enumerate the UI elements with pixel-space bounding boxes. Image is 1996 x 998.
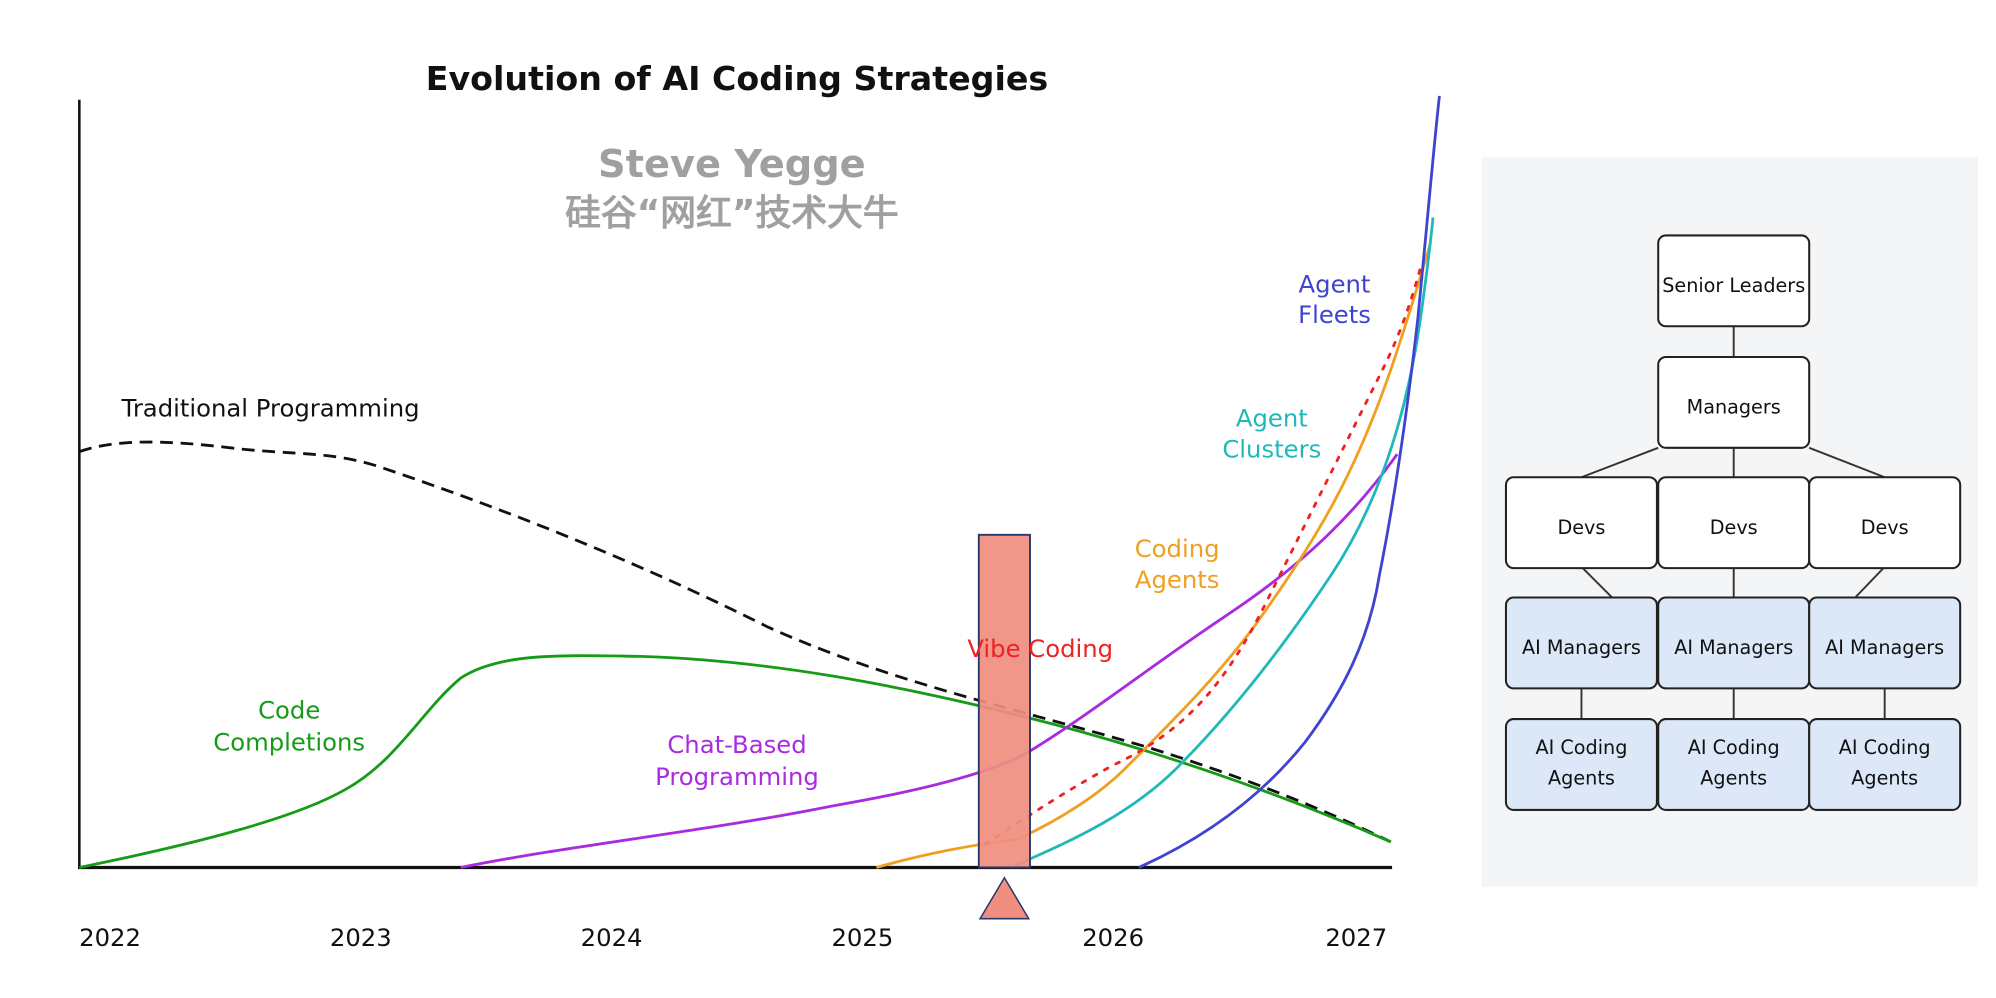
curve-label: Traditional Programming: [121, 393, 420, 422]
org-node: Senior Leaders: [1657, 234, 1811, 328]
node-box: [1808, 476, 1962, 570]
traditional-curve: [78, 440, 1392, 844]
chart-title: Evolution of AI Coding Strategies: [426, 59, 1048, 98]
org-node: AI Coding Agents: [1504, 718, 1658, 811]
node-label: Devs: [1557, 516, 1605, 539]
curve-label: Coding: [1135, 534, 1220, 563]
clusters-curve: [1010, 217, 1435, 869]
node-label: AI Managers: [1522, 636, 1641, 659]
curve-label: Agent: [1299, 269, 1371, 298]
node-label: Managers: [1687, 396, 1781, 419]
completions-curve: [79, 654, 1392, 869]
node-label: Senior Leaders: [1662, 274, 1805, 297]
x-label: 2026: [1082, 923, 1144, 952]
marker: [978, 876, 1031, 920]
curve-label: Agents: [1135, 565, 1220, 594]
curve-label: Code: [258, 695, 320, 724]
node-label: AI Managers: [1674, 636, 1793, 659]
org-node: Devs: [1504, 476, 1658, 570]
node-label: AI Coding: [1688, 736, 1780, 759]
node-box: [1808, 596, 1962, 690]
node-box: [1808, 718, 1962, 811]
curve-label: Chat-Based: [667, 730, 806, 759]
org-node: Managers: [1657, 355, 1811, 449]
vibe-bar: [977, 533, 1031, 869]
node-label: Devs: [1861, 516, 1909, 539]
node-label: AI Managers: [1825, 636, 1944, 659]
org-node: AI Managers: [1657, 596, 1811, 690]
curve-label: Clusters: [1222, 434, 1321, 463]
curve-label: Fleets: [1298, 300, 1371, 329]
curve-label: Programming: [655, 762, 819, 791]
node-label: Agents: [1548, 767, 1615, 790]
org-node: Devs: [1657, 476, 1811, 570]
node-label: AI Coding: [1536, 736, 1628, 759]
watermark: 硅谷“网红”技术大牛: [565, 193, 899, 234]
curve-label: Agent: [1236, 404, 1308, 433]
curve-label: Vibe Coding: [967, 634, 1113, 663]
curve-label: Completions: [213, 727, 365, 756]
org-node: AI Managers: [1808, 596, 1962, 690]
fleets-curve: [1138, 95, 1441, 869]
node-label: Agents: [1851, 767, 1918, 790]
x-label: 2022: [79, 923, 141, 952]
node-box: [1504, 718, 1658, 811]
chat-curve: [460, 453, 1399, 869]
node-label: AI Coding: [1839, 736, 1931, 759]
org-node: AI Managers: [1504, 596, 1658, 690]
org-links: [1580, 326, 1886, 720]
node-box: [1504, 476, 1658, 570]
node-label: Devs: [1710, 516, 1758, 539]
x-label: 2025: [831, 923, 893, 952]
watermark: Steve Yegge: [598, 142, 866, 187]
org-node: Devs: [1808, 476, 1962, 570]
node-label: Agents: [1700, 767, 1767, 790]
x-label: 2027: [1325, 923, 1387, 952]
x-label: 2023: [330, 923, 392, 952]
org-node: AI Coding Agents: [1808, 718, 1962, 811]
org-node: AI Coding Agents: [1657, 718, 1811, 811]
x-label: 2024: [581, 923, 643, 952]
node-box: [1657, 718, 1811, 811]
node-box: [1504, 596, 1658, 690]
